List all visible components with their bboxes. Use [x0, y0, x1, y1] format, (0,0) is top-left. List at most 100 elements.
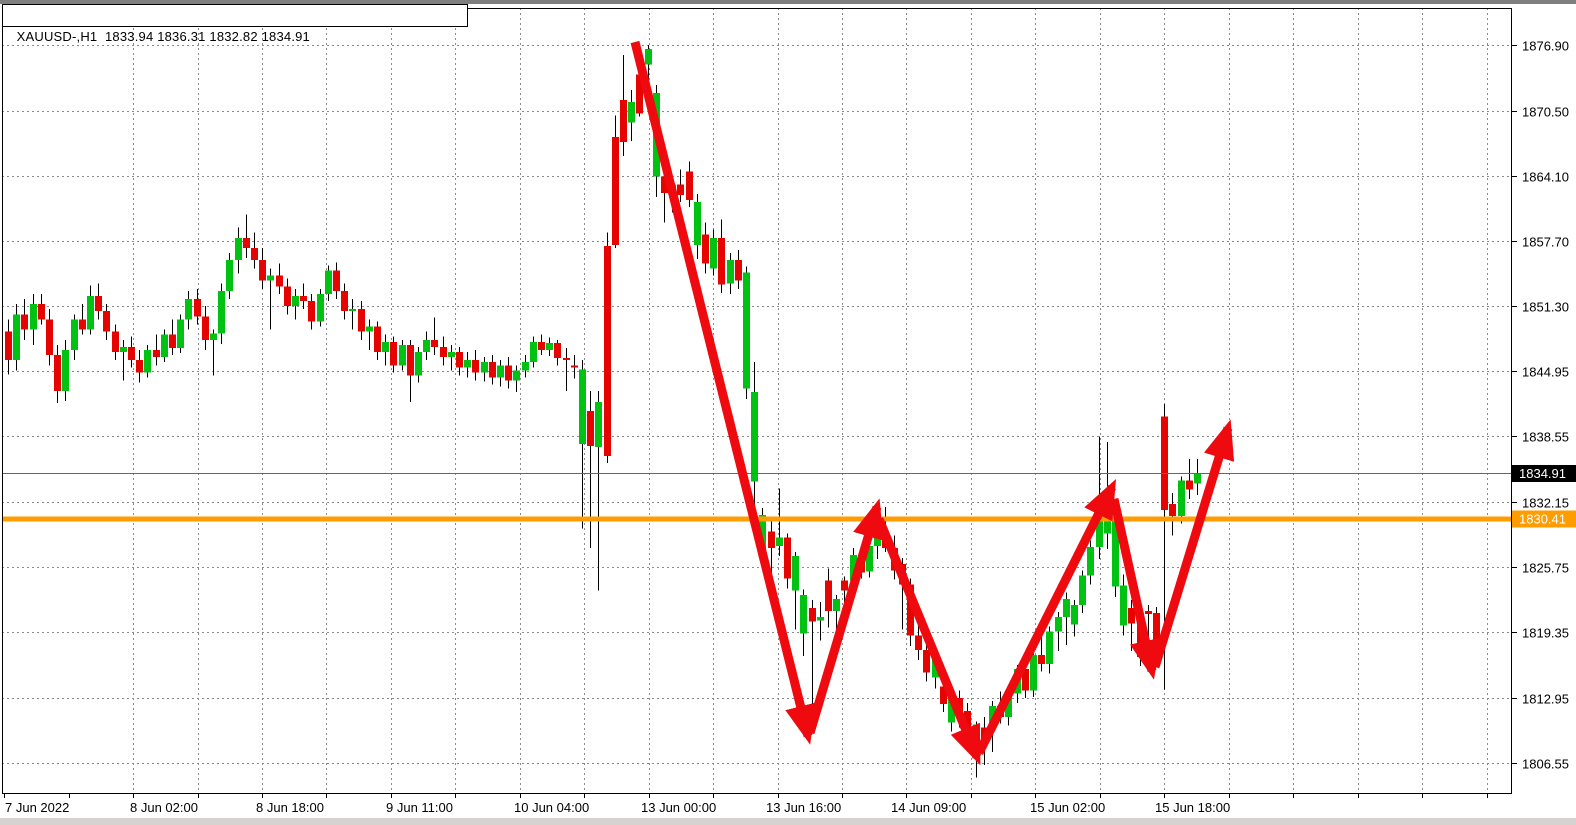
grid [2, 8, 1511, 793]
trend-arrow-up[interactable] [974, 478, 1117, 756]
candle-body [120, 347, 127, 352]
candle-body [87, 296, 94, 330]
candle-body [423, 340, 430, 352]
candle-body [792, 556, 799, 591]
candle-body [1145, 611, 1152, 614]
candle-body [677, 184, 684, 195]
x-axis-label: 9 Jun 11:00 [386, 800, 453, 815]
candle-body [317, 294, 324, 322]
candle-body [817, 617, 824, 621]
y-axis-label: 1876.90 [1522, 39, 1569, 54]
candle-body [948, 696, 955, 723]
candle-body [185, 299, 192, 320]
candle-body [431, 340, 438, 347]
candle-body [554, 343, 561, 358]
candle-body [809, 608, 816, 622]
candle-body [1087, 547, 1094, 576]
candle-body [194, 299, 201, 317]
candle-body [530, 342, 537, 362]
candle-body [513, 370, 520, 381]
candle-body [13, 314, 20, 360]
candle-body [366, 326, 373, 332]
candle-body [243, 238, 250, 248]
candle-body [923, 650, 930, 673]
candle-body [1194, 473, 1201, 484]
trend-arrow-down[interactable] [1109, 498, 1161, 680]
y-axis-label: 1864.10 [1522, 170, 1569, 185]
y-axis-label: 1851.30 [1522, 300, 1569, 315]
x-axis-label: 13 Jun 16:00 [766, 800, 841, 815]
y-axis-label: 1812.95 [1522, 692, 1569, 707]
candle-body [30, 304, 37, 330]
x-axis-label: 8 Jun 02:00 [130, 800, 198, 815]
y-axis-label: 1857.70 [1522, 235, 1569, 250]
candle-body [866, 546, 873, 572]
candle-body [374, 326, 381, 352]
candle-body [62, 350, 69, 391]
candle-body [153, 350, 160, 357]
window-bottom-edge [0, 818, 1576, 825]
candle-body [1169, 504, 1176, 516]
candle-body [1186, 480, 1193, 490]
candle-body [579, 369, 586, 444]
candle-body [587, 411, 594, 446]
candle-body [1022, 669, 1029, 691]
candle-body [218, 291, 225, 334]
candle-body [850, 555, 857, 581]
candle-body [522, 362, 529, 371]
candle-body [546, 343, 553, 350]
candle-body [136, 360, 143, 373]
x-axis-label: 8 Jun 18:00 [256, 800, 324, 815]
candle-body [743, 272, 750, 389]
candle-body [710, 238, 717, 269]
y-axis-label: 1838.55 [1522, 430, 1569, 445]
trend-arrows [630, 40, 1235, 766]
candle-body [235, 238, 242, 260]
candle-body [784, 537, 791, 579]
plot-border [2, 8, 1512, 794]
candle-body [226, 260, 233, 291]
candle-body [612, 137, 619, 245]
candle-body [1079, 575, 1086, 605]
candle-body [727, 260, 734, 284]
candle-body [202, 316, 209, 340]
candle-body [95, 296, 102, 311]
candle-body [694, 202, 701, 245]
trend-arrow-up[interactable] [1150, 419, 1235, 669]
candle-body [1030, 655, 1037, 691]
candle-body [112, 331, 119, 352]
y-axis-label: 1825.75 [1522, 561, 1569, 576]
candle-body [604, 246, 611, 456]
candle-body [505, 365, 512, 381]
candle-body [538, 342, 545, 350]
chart-title-bar: XAUUSD-,H1 1833.94 1836.31 1832.82 1834.… [2, 4, 468, 44]
candle-body [1128, 608, 1135, 624]
candle-body [735, 260, 742, 281]
trend-arrow-down[interactable] [630, 40, 816, 745]
y-axis: 1876.90 1870.50 1864.10 1857.70 1851.30 1844.… [1511, 39, 1569, 772]
candle-body [768, 531, 775, 548]
trend-arrow-down[interactable] [874, 517, 982, 766]
candle-body [292, 296, 299, 306]
candle-body [415, 352, 422, 376]
hline-price-tag-bg [1512, 510, 1576, 528]
candle-body [46, 319, 53, 355]
candle-body [1096, 521, 1103, 547]
candle-body [358, 309, 365, 332]
candle-body [54, 355, 61, 391]
x-axis-label: 13 Jun 00:00 [641, 800, 716, 815]
trend-arrow-up[interactable] [805, 498, 884, 735]
x-axis-label: 15 Jun 02:00 [1030, 800, 1105, 815]
candle-body [472, 360, 479, 373]
y-axis-label: 1819.35 [1522, 626, 1569, 641]
candle-body [833, 599, 840, 611]
candle-body [1055, 617, 1062, 632]
candle-body [5, 331, 12, 360]
candle-body [481, 362, 488, 373]
candle-body [251, 248, 258, 260]
candle-body [825, 580, 832, 611]
candle-body [464, 360, 471, 368]
y-axis-label: 1870.50 [1522, 105, 1569, 120]
